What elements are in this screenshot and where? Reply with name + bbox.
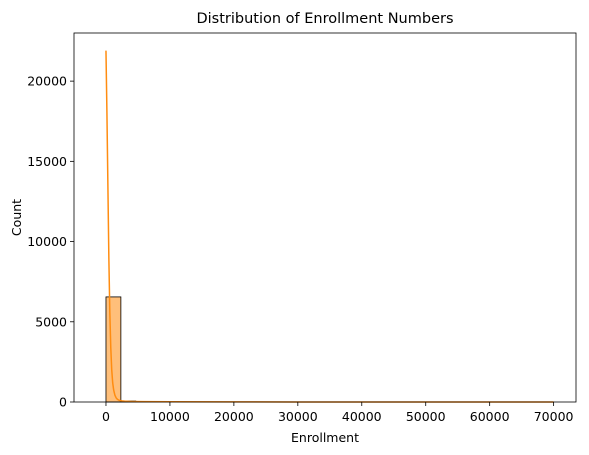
y-tick-label-1: 5000: [35, 314, 67, 329]
y-tick-label-3: 15000: [27, 154, 67, 169]
chart-title: Distribution of Enrollment Numbers: [196, 11, 453, 27]
x-tick-label-3: 30000: [278, 409, 318, 424]
x-tick-label-2: 20000: [214, 409, 254, 424]
y-axis-label: Count: [9, 199, 24, 236]
kde-curve-layer: [106, 51, 554, 402]
x-axis-label: Enrollment: [291, 430, 359, 445]
y-tick-label-4: 20000: [27, 74, 67, 89]
histogram-bars: [106, 297, 553, 402]
x-axis-ticks: 0 10000 20000 30000 40000 50000 60000 70000: [102, 402, 574, 424]
x-tick-label-7: 70000: [534, 409, 574, 424]
kde-curve: [106, 51, 554, 402]
y-tick-label-2: 10000: [27, 234, 67, 249]
y-tick-label-0: 0: [59, 395, 67, 410]
x-tick-label-5: 50000: [406, 409, 446, 424]
x-tick-label-4: 40000: [342, 409, 382, 424]
x-tick-label-0: 0: [102, 409, 110, 424]
x-tick-label-6: 60000: [470, 409, 510, 424]
y-axis-ticks: 0 5000 10000 15000 20000: [27, 74, 74, 410]
plot-frame: [74, 33, 576, 402]
x-tick-label-1: 10000: [150, 409, 190, 424]
